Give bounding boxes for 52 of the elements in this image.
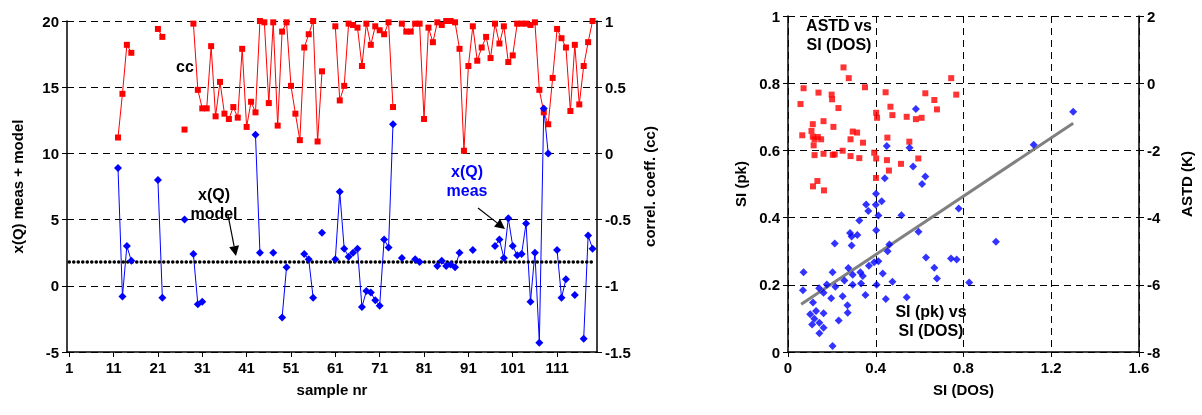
- y-tick-label: 0: [771, 343, 780, 361]
- x-tick-label: 61: [326, 359, 344, 376]
- y-axis-title: x(Q) meas + model: [9, 119, 26, 254]
- y-tick-label: 5: [50, 211, 59, 229]
- y2-tick-label: -0.5: [605, 211, 631, 229]
- x-tick-label: 1.2: [1040, 359, 1062, 376]
- y2-tick-label: -1: [605, 277, 619, 295]
- y2-tick-label: -1.5: [605, 343, 631, 361]
- x-tick-label: 111: [545, 359, 569, 376]
- x-tick-label: 0: [783, 359, 793, 376]
- x-tick-label: 11: [105, 359, 122, 376]
- y-tick-label: 0.4: [759, 209, 781, 227]
- x-tick-label: 31: [193, 359, 211, 376]
- x-tick-label: 51: [282, 359, 300, 376]
- x-tick-label: 21: [149, 359, 167, 376]
- y2-axis-title: correl. coeff. (cc): [640, 126, 658, 247]
- x-tick-label: 101: [500, 359, 526, 376]
- series-label: x(Q) meas: [445, 162, 489, 200]
- series-label: ASTD vs SI (DOS): [805, 16, 873, 54]
- x-tick-label: 0.8: [953, 359, 974, 376]
- y-tick-label: 0.8: [759, 74, 780, 92]
- y-tick-label: 1: [771, 7, 780, 25]
- y-tick-label: -5: [45, 343, 59, 361]
- x-tick-label: 0.4: [865, 359, 887, 376]
- x-tick-label: 91: [460, 359, 477, 376]
- y-tick-label: 10: [42, 144, 59, 162]
- y2-tick-label: 0: [1147, 74, 1156, 92]
- x-axis-title: SI (DOS): [933, 381, 994, 398]
- y-axis-title: SI (pk): [732, 161, 749, 207]
- x-tick-label: 1.6: [1128, 359, 1150, 376]
- y2-axis-title: ASTD (K): [1178, 151, 1195, 217]
- x-tick-label: 1: [65, 359, 74, 376]
- x-tick-label: 41: [238, 359, 255, 376]
- y2-tick-label: -2: [1147, 141, 1161, 159]
- text: x(Q) model: [189, 185, 239, 223]
- y2-tick-label: 1: [605, 12, 614, 30]
- y2-tick-label: -6: [1147, 276, 1161, 294]
- x-tick-label: 81: [415, 359, 433, 376]
- series-label: SI (pk) vs SI (DOS): [894, 302, 968, 340]
- y-tick-label: 15: [42, 78, 59, 96]
- y2-tick-label: -8: [1147, 343, 1161, 361]
- y-tick-label: 20: [42, 12, 59, 30]
- y2-tick-label: -4: [1147, 209, 1161, 227]
- y2-tick-label: 0.5: [605, 78, 626, 96]
- y-tick-label: 0.6: [759, 141, 780, 159]
- x-tick-label: 71: [371, 359, 389, 376]
- y-tick-label: 0: [50, 277, 59, 295]
- x-axis-title: sample nr: [296, 381, 368, 398]
- y2-tick-label: 2: [1147, 7, 1156, 25]
- y2-tick-label: 0: [605, 144, 614, 162]
- y-tick-label: 0.2: [759, 276, 780, 294]
- series-label: cc: [175, 57, 195, 76]
